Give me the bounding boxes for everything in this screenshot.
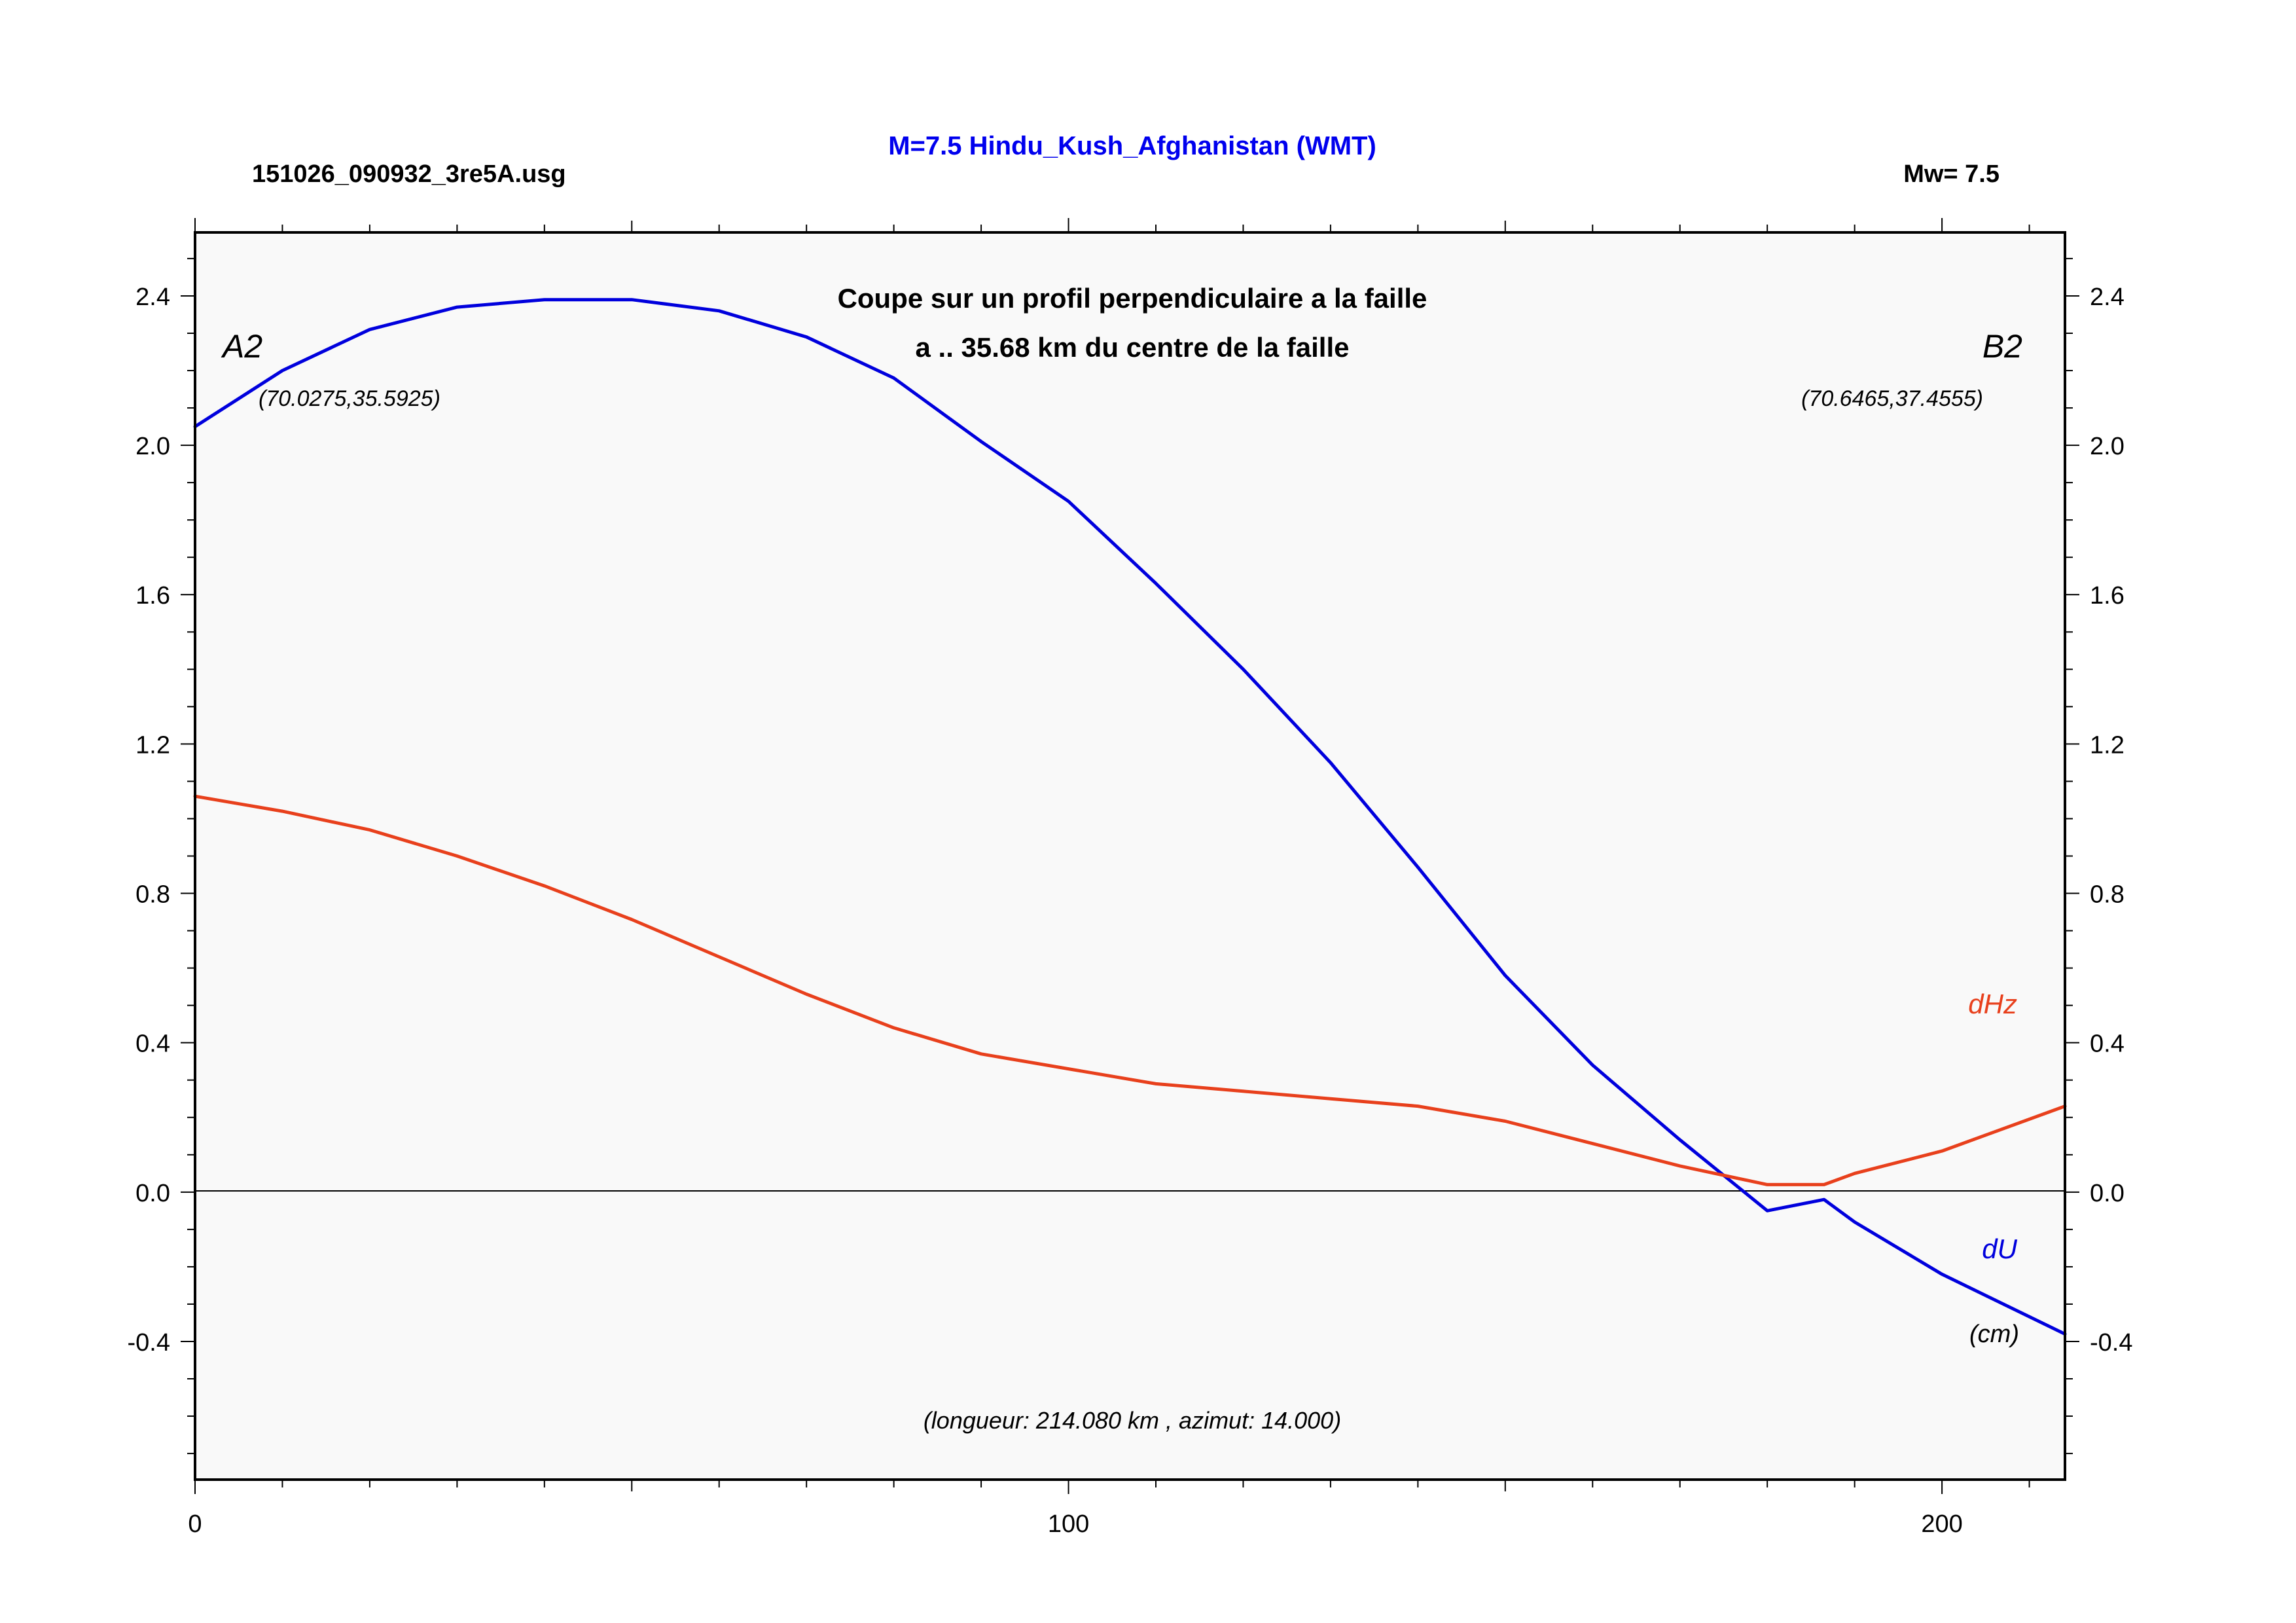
magnitude-label: Mw= 7.5 bbox=[1903, 160, 2000, 188]
subtitle-line-1: Coupe sur un profil perpendiculaire a la… bbox=[838, 283, 1427, 314]
plot-frame bbox=[194, 231, 2066, 1481]
y-tick-label: 0.8 bbox=[135, 881, 170, 909]
y-tick-label: 1.2 bbox=[135, 731, 170, 759]
dhz-series-label: dHz bbox=[1968, 989, 2017, 1019]
file-name: 151026_090932_3re5A.usg bbox=[252, 160, 566, 188]
series-line-du bbox=[193, 298, 2067, 1336]
x-tick-label: 100 bbox=[1048, 1510, 1089, 1538]
y-tick-label: 0.0 bbox=[135, 1180, 170, 1207]
point-b-label: B2 bbox=[1982, 328, 2022, 365]
y-tick-label: 2.0 bbox=[2090, 433, 2125, 460]
y-tick-label: 0.4 bbox=[2090, 1030, 2125, 1058]
x-tick-label: 0 bbox=[188, 1510, 202, 1538]
plot-area bbox=[195, 232, 2065, 1480]
x-axis: 0 100 200 bbox=[188, 1480, 2030, 1538]
y-tick-label: 1.6 bbox=[2090, 582, 2125, 610]
point-a-label: A2 bbox=[221, 328, 262, 365]
series-layer bbox=[193, 298, 2067, 1336]
y-tick-label: 0.8 bbox=[2090, 881, 2125, 909]
y-tick-label: -0.4 bbox=[128, 1329, 170, 1357]
chart-title: M=7.5 Hindu_Kush_Afghanistan (WMT) bbox=[888, 132, 1376, 160]
y-tick-label: 0.4 bbox=[135, 1030, 170, 1058]
series-line-dhz bbox=[193, 794, 2067, 1186]
point-b-coords: (70.6465,37.4555) bbox=[1801, 386, 1983, 411]
y-tick-label: 2.0 bbox=[135, 433, 170, 460]
unit-label: (cm) bbox=[1969, 1321, 2019, 1348]
point-a-coords: (70.0275,35.5925) bbox=[259, 386, 440, 411]
x-axis-top bbox=[194, 218, 2030, 232]
y-tick-label: -0.4 bbox=[2090, 1329, 2132, 1357]
y-tick-label: 1.2 bbox=[2090, 731, 2125, 759]
y-axis-left: -0.4 0.0 0.4 0.8 1.2 1.6 2.0 2.4 bbox=[128, 257, 195, 1455]
y-tick-label: 0.0 bbox=[2090, 1180, 2125, 1207]
subtitle-line-2: a .. 35.68 km du centre de la faille bbox=[916, 332, 1350, 363]
profile-info: (longueur: 214.080 km , azimut: 14.000) bbox=[924, 1407, 1341, 1434]
du-series-label: dU bbox=[1982, 1233, 2017, 1264]
y-tick-label: 1.6 bbox=[135, 582, 170, 610]
y-axis-right: -0.4 0.0 0.4 0.8 1.2 1.6 2.0 2.4 bbox=[2065, 257, 2132, 1455]
y-tick-label: 2.4 bbox=[2090, 283, 2125, 311]
x-tick-label: 200 bbox=[1921, 1510, 1962, 1538]
y-tick-label: 2.4 bbox=[135, 283, 170, 311]
